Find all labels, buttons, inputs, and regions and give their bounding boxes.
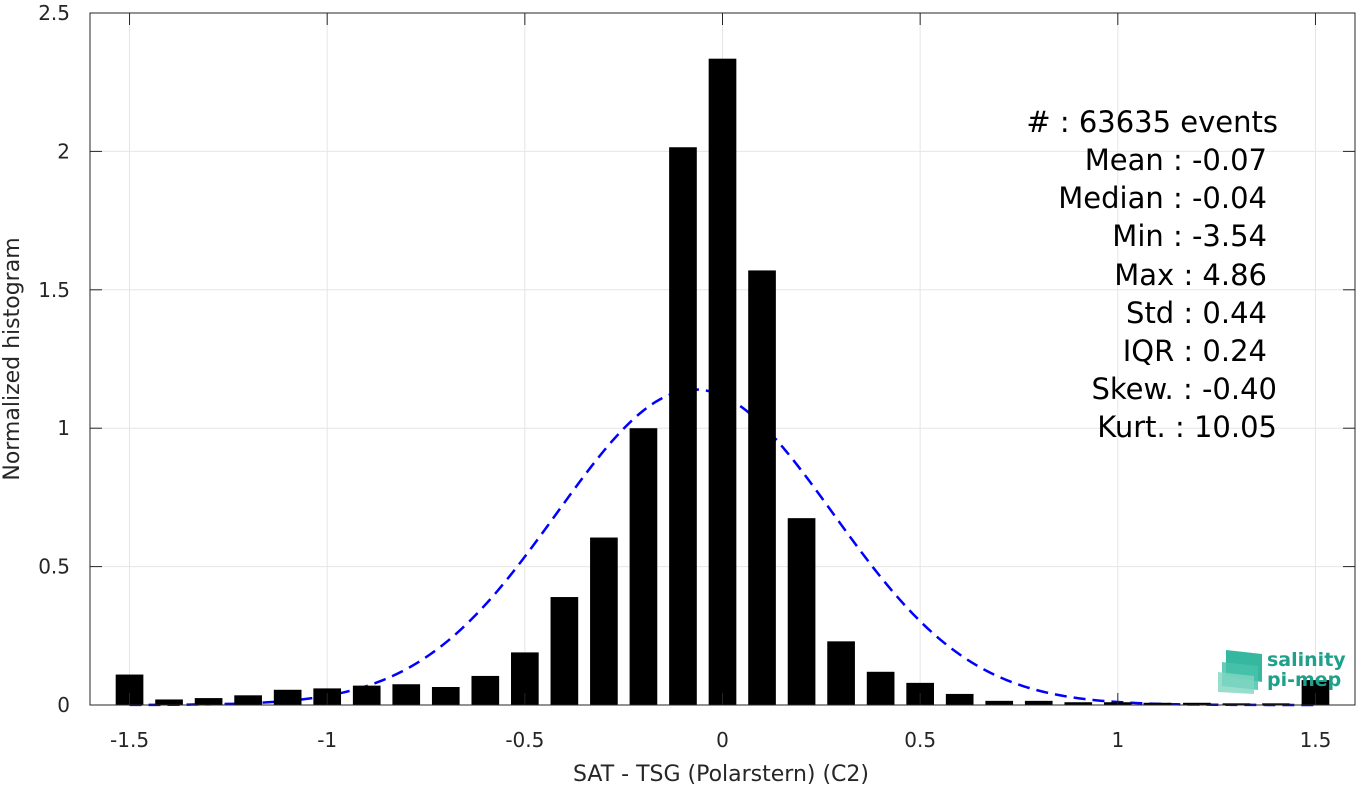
stat-events: # : 63635 events bbox=[1026, 105, 1278, 139]
bars-layer bbox=[115, 58, 1330, 706]
y-tick-label: 2 bbox=[57, 139, 70, 163]
histogram-bar bbox=[1064, 702, 1093, 705]
y-tick-label: 1.5 bbox=[38, 278, 70, 302]
histogram-bar bbox=[748, 270, 776, 705]
histogram-bar bbox=[669, 147, 697, 706]
histogram-bar bbox=[194, 698, 223, 705]
histogram-bar bbox=[550, 597, 579, 705]
histogram-bar bbox=[866, 671, 895, 705]
histogram-bar bbox=[1024, 700, 1053, 705]
histogram-bar bbox=[352, 685, 381, 705]
histogram-bar bbox=[1183, 702, 1211, 705]
histogram-bar bbox=[1222, 703, 1251, 705]
x-tick-label: 1.5 bbox=[1300, 728, 1332, 752]
x-tick-label: 0 bbox=[716, 728, 729, 752]
histogram-bar bbox=[471, 675, 500, 705]
stat-min: Min : -3.54 bbox=[1112, 219, 1267, 253]
y-tick-label: 0 bbox=[57, 693, 70, 717]
logo-line1: salinity bbox=[1267, 649, 1346, 671]
tick-labels: -1.5 -1 -0.5 0 0.5 1 1.5 0 0.5 1 1.5 2 2.5 bbox=[38, 1, 1331, 752]
histogram-bar bbox=[590, 537, 618, 705]
wave-logo-icon bbox=[1218, 650, 1262, 694]
axes bbox=[89, 12, 1356, 706]
histogram-bar bbox=[1262, 703, 1290, 705]
stat-kurt: Kurt. : 10.05 bbox=[1097, 410, 1277, 444]
stats-box: # : 63635 events Mean : -0.07 Median : -… bbox=[1026, 105, 1278, 444]
stat-iqr: IQR : 0.24 bbox=[1123, 334, 1267, 368]
histogram-bar bbox=[431, 687, 460, 705]
y-tick-label: 0.5 bbox=[38, 555, 70, 579]
x-tick-label: 0.5 bbox=[904, 728, 936, 752]
histogram-bar bbox=[787, 518, 816, 705]
y-tick-label: 1 bbox=[57, 416, 70, 440]
stat-max: Max : 4.86 bbox=[1114, 258, 1267, 292]
histogram-bar bbox=[234, 695, 262, 705]
histogram-bar bbox=[273, 689, 302, 705]
x-tick-label: 1 bbox=[1111, 728, 1124, 752]
histogram-bar bbox=[827, 641, 855, 705]
histogram-bar bbox=[985, 700, 1014, 705]
histogram-bar bbox=[708, 58, 737, 706]
x-tick-label: -1.5 bbox=[110, 728, 149, 752]
y-axis-label: Normalized histogram bbox=[0, 237, 25, 480]
stat-skew: Skew. : -0.40 bbox=[1091, 372, 1277, 406]
logo-line2: pi-mep bbox=[1267, 669, 1341, 691]
salinity-pimep-logo: salinity pi-mep bbox=[1218, 649, 1346, 694]
stat-mean: Mean : -0.07 bbox=[1085, 143, 1267, 177]
y-tick-label: 2.5 bbox=[38, 1, 70, 25]
histogram-bar bbox=[1143, 702, 1172, 705]
x-axis-label: SAT - TSG (Polarstern) (C2) bbox=[573, 762, 869, 785]
histogram-bar bbox=[392, 684, 421, 705]
stat-std: Std : 0.44 bbox=[1126, 296, 1267, 330]
x-tick-label: -0.5 bbox=[505, 728, 544, 752]
histogram-bar bbox=[155, 699, 183, 705]
x-tick-label: -1 bbox=[317, 728, 337, 752]
stat-median: Median : -0.04 bbox=[1058, 181, 1267, 215]
histogram-bar bbox=[945, 693, 974, 705]
histogram-bar bbox=[629, 428, 658, 705]
